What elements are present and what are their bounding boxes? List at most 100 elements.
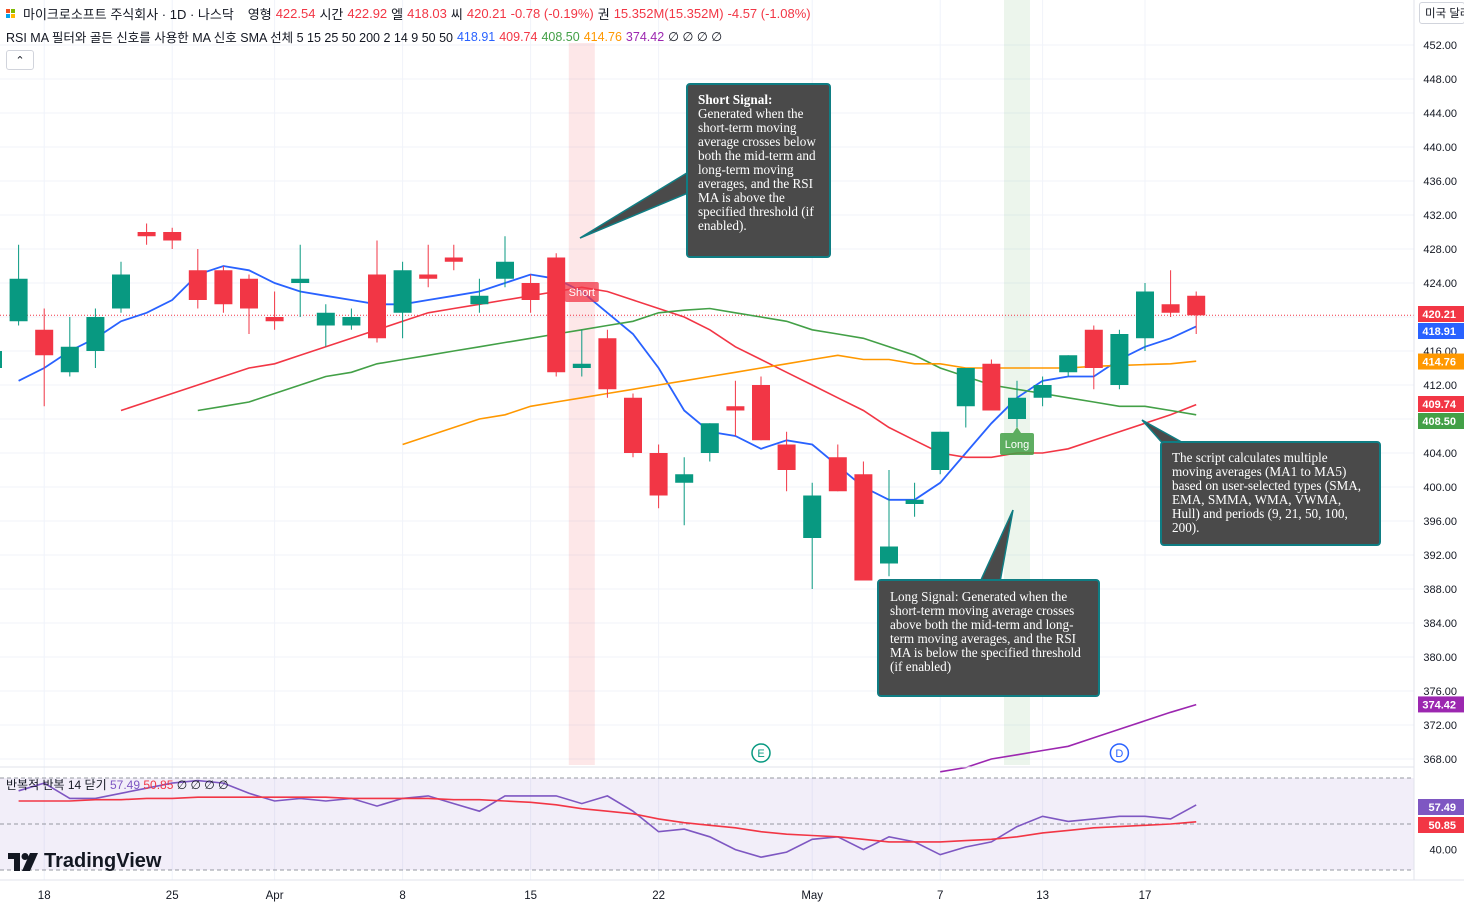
tradingview-logo-icon [8,852,38,871]
indicator-name: RSI MA 필터와 골든 신호를 사용한 MA 신호 SMA 선체 5 15 … [6,31,453,45]
price-axis[interactable]: 368.00 372.00 376.00 380.00 384.00 388.00 392.… [1413,0,1464,906]
currency-selector[interactable]: 미국 달러 [1419,2,1464,24]
rsi-legend-placeholders: ∅ ∅ ∅ ∅ [176,778,229,792]
change-value: -0.78 (-0.19%) [510,6,594,21]
candle [1084,325,1103,390]
time-tick-label: 22 [652,890,665,902]
candle-body [1136,291,1154,339]
rsi-ma-label-bg [1418,817,1464,833]
candle-body [470,295,489,305]
ma-line-ma1 [18,265,1197,501]
candle [316,304,335,347]
candle [1136,283,1154,351]
candles [0,223,1206,589]
tradingview-logo[interactable]: TradingView [8,850,161,873]
indicator-legend[interactable]: RSI MA 필터와 골든 신호를 사용한 MA 신호 SMA 선체 5 15 … [6,27,722,46]
tradingview-logo-text: TradingView [44,850,162,872]
time-axis[interactable]: 18 25 Apr 8 15 22 May 7 13 17 [0,879,1464,902]
candle [0,351,2,368]
candle-body [700,423,719,453]
logo-blue-square [6,13,10,18]
candle-body [649,453,668,496]
candle [444,244,463,271]
candle [419,244,438,288]
price-tick-label: 452.00 [1423,40,1457,52]
short-signal-note: Short Signal: Generated when the short-t… [686,83,831,258]
candle [777,431,796,492]
collapse-legend-button[interactable]: ⌃ [6,50,34,70]
candle [265,291,284,330]
candle-body [393,270,412,313]
close-label: 씨 [450,7,463,22]
price-label: 418.91 [1422,326,1456,338]
price-label: 408.50 [1422,416,1456,428]
price-label-bg [1418,306,1464,322]
price-tick-label: 388.00 [1423,584,1457,596]
short-marker-label: Short [569,287,595,299]
price-label-bg [1418,323,1464,339]
price-tick-label: 448.00 [1423,74,1457,86]
indicator-value-ma4: 414.76 [583,29,622,44]
time-tick-label: 18 [38,890,51,902]
close-value: 420.21 [466,6,507,21]
candle [905,482,924,517]
candle-body [777,444,796,470]
indicator-value-ma1: 418.91 [456,29,496,44]
high-value: 422.92 [347,6,388,21]
price-tick-label: 424.00 [1423,278,1457,290]
candle [35,308,54,407]
candle-body [188,270,207,300]
indicator-placeholders: ∅ ∅ ∅ ∅ [668,30,723,44]
price-tick-label: 432.00 [1423,210,1457,222]
candle-body [342,317,361,326]
symbol-logo-icon [6,8,16,19]
symbol-title[interactable]: 마이크로소프트 주식회사 · 1D · 나스닥 [23,7,234,22]
candle-body [726,406,745,411]
price-tick-label: 368.00 [1423,754,1457,766]
candle [368,240,386,343]
time-tick-label: Apr [266,890,284,902]
candle-body [444,257,463,262]
candle [470,278,489,313]
price-tick-label: 428.00 [1423,244,1457,256]
long-marker-arrow [1013,427,1021,433]
candle-body [1084,329,1103,368]
short-note-pointer [579,163,701,239]
candle-body [598,338,617,390]
rsi-legend[interactable]: 반복적 반복 14 닫기 57.49 50.85 ∅ ∅ ∅ ∅ [6,776,229,793]
candle [700,423,719,462]
candle [572,329,591,377]
candle [931,431,950,475]
candle-body [547,257,566,373]
candle [803,482,822,589]
candle-body [112,274,130,309]
candle [598,329,617,398]
candle [624,393,642,458]
price-tick-label: 384.00 [1423,618,1457,630]
price-label-bg [1418,413,1464,429]
currency-label: 미국 달러 [1425,8,1464,20]
candle-body [1033,385,1052,398]
candle [982,359,1001,411]
short-note-title: Short Signal: [698,92,773,107]
rsi-pane [0,766,1464,871]
price-tick-label: 396.00 [1423,516,1457,528]
candle [60,317,79,377]
long-marker-bg [1000,433,1034,455]
candle-body [1008,397,1026,419]
candle [1033,376,1052,407]
indicator-value-ma3: 408.50 [541,29,580,44]
rsi-legend-value: 57.49 [109,778,141,792]
low-label: 엘 [391,7,404,22]
price-axis-bg [1414,0,1464,906]
rsi-legend-ma-value: 50.85 [143,778,174,792]
rsi-line [18,779,1197,859]
time-tick-label: 15 [524,890,537,902]
candle [86,308,105,368]
ma-line-ma3 [197,307,1197,416]
price-tick-label: 392.00 [1423,550,1457,562]
candle [188,249,207,309]
candle-body [291,278,310,283]
time-tick-label: 25 [166,890,179,902]
indicator-value-ma5: 374.42 [625,29,665,44]
